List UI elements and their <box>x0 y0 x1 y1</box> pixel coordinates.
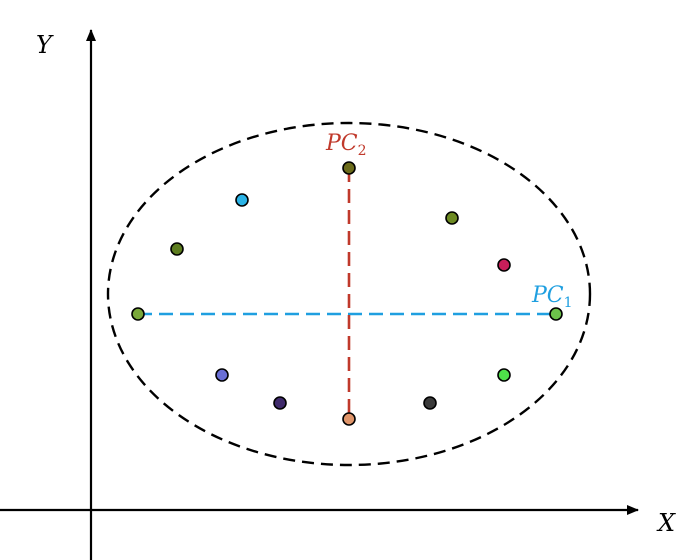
data-points <box>131 161 563 426</box>
data-point <box>497 258 511 272</box>
data-point <box>342 412 356 426</box>
data-point <box>170 242 184 256</box>
x-axis-label: X <box>656 509 676 537</box>
data-point <box>549 307 563 321</box>
data-point <box>131 307 145 321</box>
pc1-label-subscript: 1 <box>564 295 573 311</box>
data-ellipse <box>106 121 592 467</box>
data-point <box>235 193 249 207</box>
data-point <box>273 396 287 410</box>
data-point <box>445 211 459 225</box>
data-point <box>215 368 229 382</box>
data-point <box>342 161 356 175</box>
pc2-label-subscript: 2 <box>358 143 367 159</box>
pc2-label-base: PC <box>325 131 358 156</box>
pc1-label-base: PC <box>531 283 564 308</box>
data-point <box>423 396 437 410</box>
y-axis-label: Y <box>36 31 54 59</box>
pc2-label: PC2 <box>325 131 367 159</box>
data-point <box>497 368 511 382</box>
pc1-label: PC1 <box>531 283 573 311</box>
